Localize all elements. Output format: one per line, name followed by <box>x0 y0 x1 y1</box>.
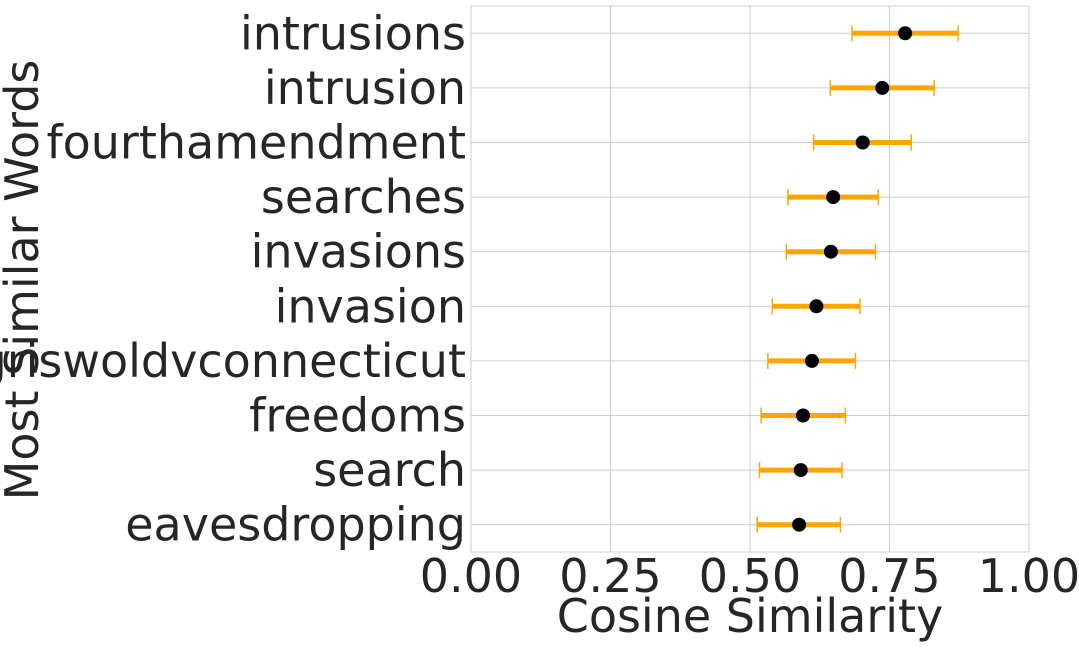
data-point <box>823 244 838 259</box>
data-point <box>792 517 807 532</box>
y-tick-label: fourthamendment <box>46 116 466 170</box>
data-point <box>796 408 811 423</box>
error-bars <box>756 25 959 533</box>
data-point <box>826 190 841 205</box>
x-tick-label: 0.75 <box>838 549 940 603</box>
y-tick-label: intrusions <box>240 6 466 60</box>
y-tick-label: eavesdropping <box>125 498 466 552</box>
y-tick-label: searches <box>261 170 466 224</box>
y-tick-label: griswoldvconnecticut <box>0 334 466 388</box>
x-tick-label: 0.00 <box>420 549 522 603</box>
y-tick-label: intrusion <box>264 61 466 115</box>
y-tick-label: invasion <box>275 279 466 333</box>
y-tick-label: freedoms <box>249 389 466 443</box>
x-tick-label: 0.25 <box>559 549 661 603</box>
y-tick-label: search <box>313 443 466 497</box>
x-tick-labels: 0.00 0.25 0.50 0.75 1.00 <box>420 549 1079 603</box>
x-tick-label: 0.50 <box>699 549 801 603</box>
y-tick-labels: intrusionsintrusionfourthamendmentsearch… <box>0 6 466 551</box>
x-axis-label: Cosine Similarity <box>557 589 944 643</box>
y-axis-label: Most Similar Words <box>0 60 49 501</box>
x-tick-label: 1.00 <box>978 549 1079 603</box>
y-tick-label: invasions <box>251 225 466 279</box>
data-point <box>793 463 808 478</box>
data-point <box>809 299 824 314</box>
plot-area <box>470 5 1030 553</box>
data-point <box>875 80 890 95</box>
data-point <box>855 135 870 150</box>
data-points <box>792 26 913 532</box>
data-point <box>898 26 913 41</box>
grid-lines <box>470 6 1030 552</box>
data-point <box>804 353 819 368</box>
